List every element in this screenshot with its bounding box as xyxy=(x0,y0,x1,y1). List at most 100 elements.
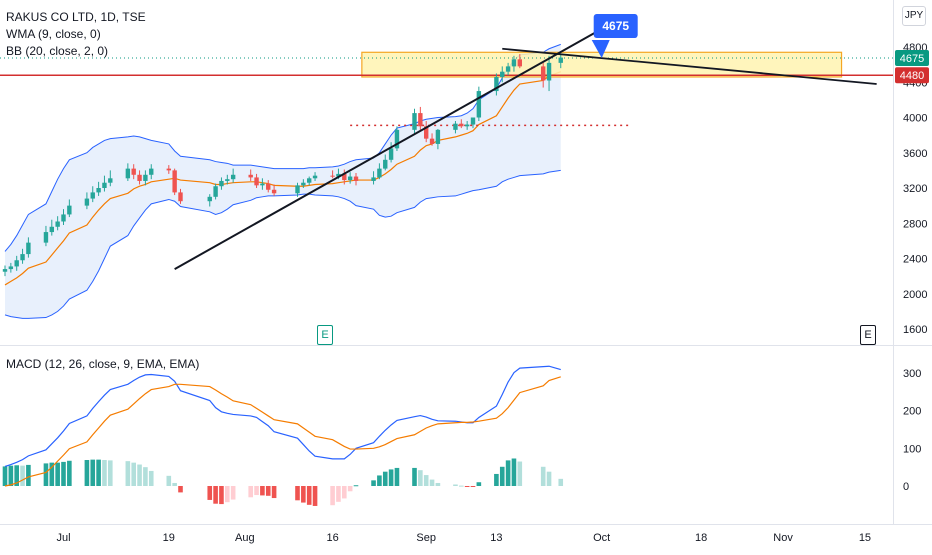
callout-pointer xyxy=(591,40,610,59)
macd-histogram-bar xyxy=(540,466,546,486)
macd-histogram-bar xyxy=(394,467,400,486)
candle-body xyxy=(517,59,522,67)
macd-histogram-bar xyxy=(102,460,107,486)
candle-body xyxy=(61,214,66,222)
macd-histogram-bar xyxy=(558,478,564,486)
candle-body xyxy=(476,91,482,118)
currency-label[interactable]: JPY xyxy=(902,6,926,26)
candle-body xyxy=(67,205,72,215)
candle-body xyxy=(125,168,131,179)
time-tick-label: 13 xyxy=(490,532,502,544)
macd-legend[interactable]: MACD (12, 26, close, 9, EMA, EMA) xyxy=(6,357,200,371)
macd-histogram-bar xyxy=(61,461,66,486)
time-tick-label: 16 xyxy=(326,532,338,544)
macd-histogram-bar xyxy=(49,462,55,486)
macd-histogram-bar xyxy=(306,486,312,505)
candle-body xyxy=(266,183,271,190)
macd-histogram-bar xyxy=(301,486,306,503)
candle-body xyxy=(219,180,224,187)
candle-body xyxy=(271,189,277,194)
macd-histogram-bar xyxy=(353,485,359,487)
candle-body xyxy=(254,177,259,186)
candle-body xyxy=(166,168,171,171)
candle-body xyxy=(84,198,90,206)
macd-histogram-bar xyxy=(429,479,435,486)
macd-histogram-bar xyxy=(517,461,523,486)
bb-fill xyxy=(5,44,561,319)
candle-body xyxy=(108,178,113,183)
time-tick-label: Aug xyxy=(235,532,255,544)
candle-body xyxy=(464,124,470,127)
candle-body xyxy=(429,138,435,144)
macd-histogram-bar xyxy=(148,470,154,486)
candle-body xyxy=(143,174,148,181)
macd-histogram-bar xyxy=(131,462,136,486)
macd-histogram-bar xyxy=(213,486,218,504)
macd-histogram-bar xyxy=(435,482,441,486)
macd-histogram-bar xyxy=(476,482,482,486)
candle-body xyxy=(558,57,563,63)
candle-body xyxy=(383,159,388,169)
main-title[interactable]: RAKUS CO LTD, 1D, TSE xyxy=(6,10,146,24)
bb-upper-line xyxy=(4,43,561,252)
macd-histogram-bar xyxy=(143,467,148,486)
candle-body xyxy=(342,173,347,181)
candle-body xyxy=(20,254,25,261)
macd-histogram-bar xyxy=(336,486,341,502)
time-tick-label: Jul xyxy=(56,532,70,544)
candle-body xyxy=(470,117,476,125)
earnings-icon[interactable]: E xyxy=(860,325,876,345)
candle-body xyxy=(248,174,253,178)
macd-histogram-bar xyxy=(26,464,31,486)
time-tick-label: 19 xyxy=(163,532,175,544)
macd-histogram-bar xyxy=(172,482,177,486)
candle-body xyxy=(131,168,136,175)
bb-legend[interactable]: BB (20, close, 2, 0) xyxy=(6,44,109,58)
macd-histogram-bar xyxy=(248,486,253,498)
candle-body xyxy=(505,66,511,72)
candle-body xyxy=(90,192,95,199)
macd-histogram-bar xyxy=(312,486,318,506)
time-tick-label: 15 xyxy=(859,532,871,544)
descending-trendline xyxy=(502,47,877,85)
price-tick-label: 3200 xyxy=(903,183,927,195)
earnings-icon[interactable]: E xyxy=(317,325,333,345)
macd-histogram-bar xyxy=(2,466,8,486)
macd-histogram-bar xyxy=(90,459,96,486)
candle-body xyxy=(149,168,154,175)
macd-histogram-bar xyxy=(219,486,224,505)
price-axis-badge xyxy=(895,50,929,67)
macd-histogram-bar xyxy=(546,471,552,486)
candle-body xyxy=(388,148,394,160)
macd-histogram-bar xyxy=(84,460,90,486)
price-tick-label: 1600 xyxy=(903,324,927,336)
price-tick-label: 2400 xyxy=(903,254,927,266)
candle-body xyxy=(435,129,441,144)
candle-body xyxy=(418,113,423,127)
price-tick-label: 2800 xyxy=(903,218,927,230)
macd-histogram-bar xyxy=(96,459,101,486)
candle-body xyxy=(207,196,212,202)
candle-body xyxy=(330,175,335,177)
candle-body xyxy=(301,182,306,186)
time-tick-label: Nov xyxy=(773,532,793,544)
macd-histogram-bar xyxy=(470,486,476,487)
macd-tick-label: 100 xyxy=(903,443,921,455)
macd-histogram-bar xyxy=(377,475,382,486)
candle-body xyxy=(353,176,359,181)
candle-body xyxy=(49,226,54,233)
candle-body xyxy=(14,260,19,267)
macd-histogram-bar xyxy=(230,486,236,500)
macd-histogram-bar xyxy=(342,486,347,499)
candle-body xyxy=(8,266,14,270)
candle-body xyxy=(371,177,376,181)
candle-body xyxy=(394,129,400,149)
candle-body xyxy=(26,242,31,255)
candle-body xyxy=(178,192,183,202)
candle-body xyxy=(546,62,552,81)
wma-legend[interactable]: WMA (9, close, 0) xyxy=(6,27,101,41)
candle-body xyxy=(511,59,517,67)
macd-histogram-bar xyxy=(295,486,300,501)
